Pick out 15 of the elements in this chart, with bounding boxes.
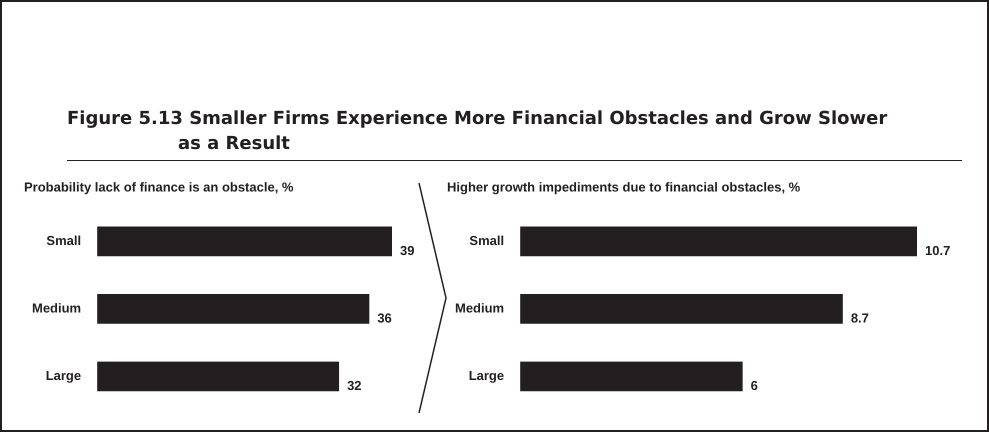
data-label: 39 (400, 242, 414, 258)
text: Figure 5.13 Smaller Firms Experience More Financial Obstacles and Grow Slower as a Result (67, 107, 888, 156)
data-label: 32 (347, 378, 362, 394)
y-tick-label: Medium (454, 300, 504, 316)
y-tick-label: Medium (32, 300, 82, 316)
chart-subtitle: Probability lack of finance is an obstacle, % (24, 179, 294, 194)
data-label: 36 (377, 310, 392, 326)
chart-title: Higher growth impediments due to financial obstacles, % (447, 179, 801, 194)
y-tick-label: Large (468, 368, 504, 384)
data-label: 8.7 (850, 310, 869, 326)
y-tick-label: Small (469, 232, 504, 248)
data-label: 6 (750, 378, 758, 394)
y-tick-label: Large (46, 368, 82, 384)
y-tick-label: Small (46, 232, 82, 248)
data-label: 10.7 (925, 242, 950, 258)
